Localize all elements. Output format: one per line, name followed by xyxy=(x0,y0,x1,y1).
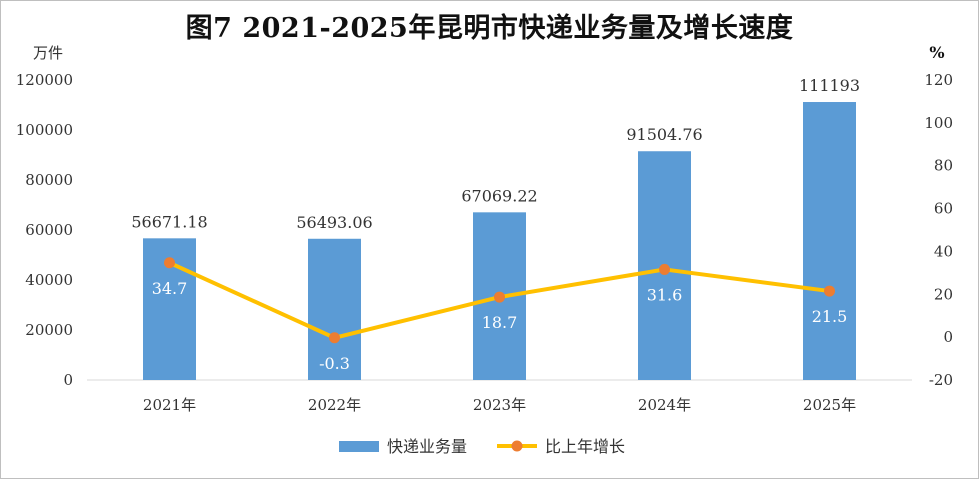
y-right-tick-label: 60 xyxy=(934,200,953,218)
bar xyxy=(308,238,361,380)
left-axis-unit: 万件 xyxy=(33,44,63,62)
growth-data-label: 18.7 xyxy=(482,313,518,332)
bar xyxy=(803,102,856,380)
growth-marker xyxy=(824,285,835,297)
y-left-tick-label: 0 xyxy=(63,371,73,389)
y-right-tick-label: 40 xyxy=(934,242,953,260)
growth-data-label: -0.3 xyxy=(319,354,350,373)
legend: 快递业务量 比上年增长 xyxy=(339,437,625,456)
bar-data-label: 56671.18 xyxy=(131,212,207,231)
bar-data-label: 56493.06 xyxy=(296,213,372,232)
legend-bar-label: 快递业务量 xyxy=(387,437,467,456)
y-right-tick-label: -20 xyxy=(929,371,953,389)
plot-area: 120000 100000 80000 60000 40000 20000 0 120 100 8… xyxy=(16,71,953,414)
y-right-tick-label: 0 xyxy=(943,328,953,346)
x-tick-label: 2023年 xyxy=(473,396,526,414)
legend-line-marker xyxy=(511,440,523,452)
growth-data-label: 21.5 xyxy=(812,307,848,326)
growth-marker xyxy=(164,257,175,269)
x-tick-label: 2025年 xyxy=(803,396,856,414)
right-axis-unit: % xyxy=(929,43,944,62)
y-right-tick-label: 120 xyxy=(924,71,953,89)
bar-data-label: 91504.76 xyxy=(626,125,702,144)
bar-data-label: 111193 xyxy=(799,76,860,95)
y-left-tick-label: 20000 xyxy=(25,321,73,339)
y-right-tick-label: 20 xyxy=(934,285,953,303)
y-left-tick-label: 40000 xyxy=(25,271,73,289)
y-left-tick-label: 60000 xyxy=(25,221,73,239)
growth-data-label: 31.6 xyxy=(647,285,683,304)
y-left-tick-label: 80000 xyxy=(25,171,73,189)
x-tick-label: 2021年 xyxy=(143,396,196,414)
y-left-tick-label: 120000 xyxy=(16,71,73,89)
legend-bar-swatch xyxy=(339,441,379,452)
x-tick-label: 2022年 xyxy=(308,396,361,414)
growth-data-label: 34.7 xyxy=(152,279,188,298)
growth-marker xyxy=(659,263,670,275)
y-right-tick-label: 80 xyxy=(934,157,953,175)
y-left-tick-label: 100000 xyxy=(16,121,73,139)
chart-title: 图7 2021-2025年昆明市快递业务量及增长速度 xyxy=(185,13,794,44)
growth-marker xyxy=(494,291,505,303)
bar-data-label: 67069.22 xyxy=(461,186,537,205)
x-tick-label: 2024年 xyxy=(638,396,691,414)
legend-line-label: 比上年增长 xyxy=(545,437,625,456)
y-right-tick-label: 100 xyxy=(924,114,953,132)
growth-marker xyxy=(329,332,340,344)
